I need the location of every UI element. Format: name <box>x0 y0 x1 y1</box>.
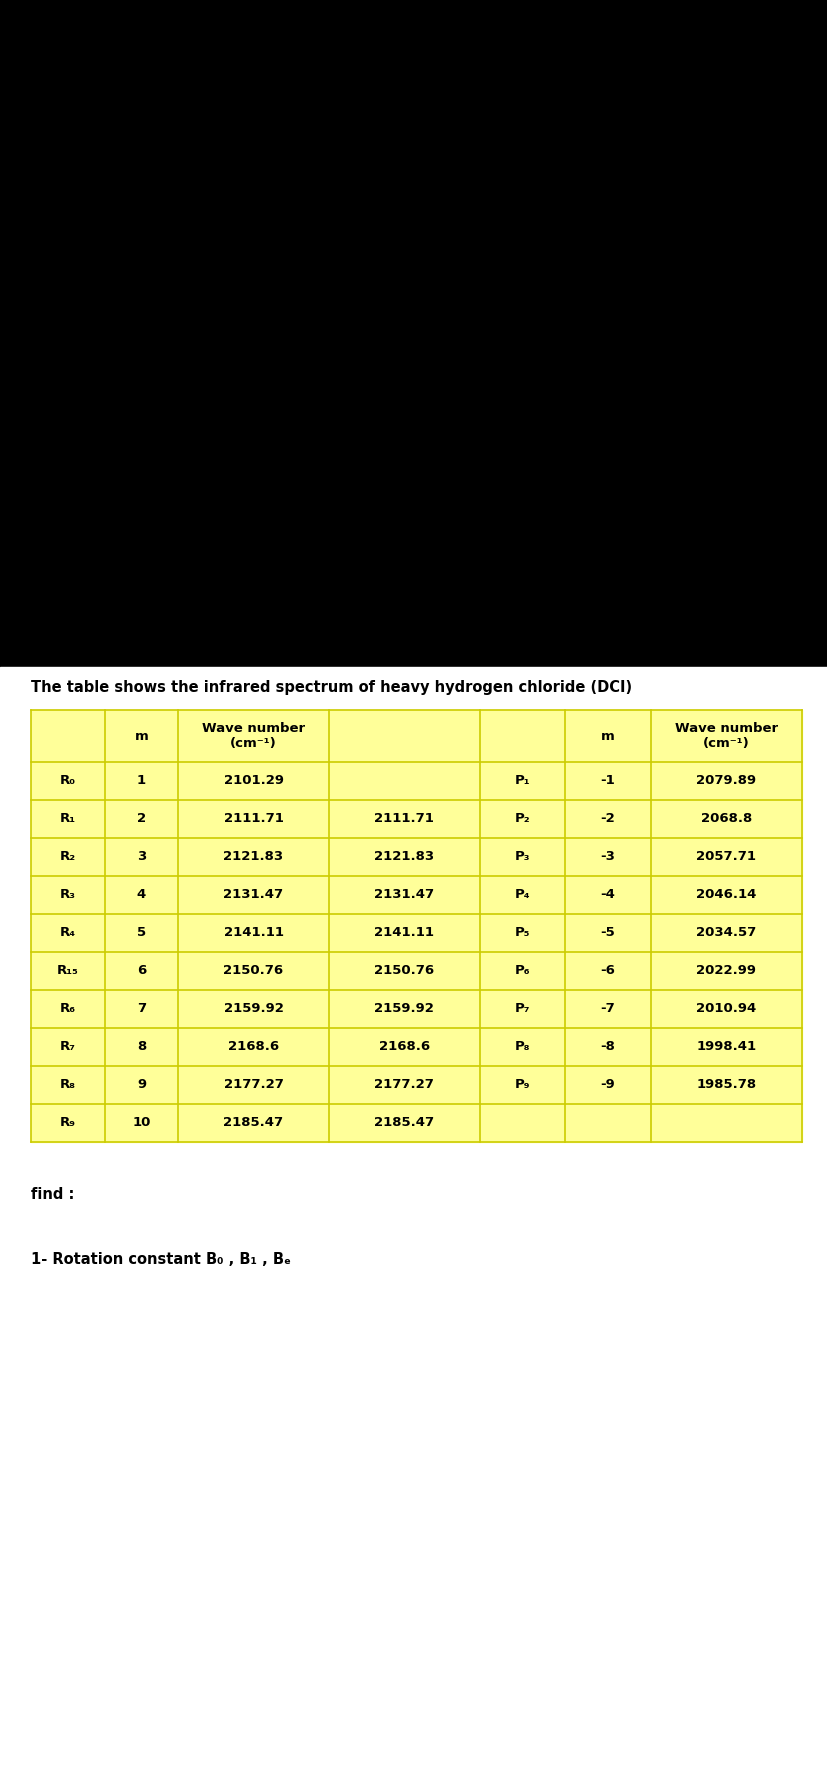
Text: 2022.99: 2022.99 <box>696 964 755 977</box>
Text: 2101.29: 2101.29 <box>223 774 283 787</box>
Text: 6: 6 <box>136 964 146 977</box>
Text: Wave number
(cm⁻¹): Wave number (cm⁻¹) <box>674 722 777 751</box>
Text: P₄: P₄ <box>514 889 529 901</box>
Text: P₅: P₅ <box>514 926 529 939</box>
Text: 2185.47: 2185.47 <box>374 1116 434 1129</box>
Text: m: m <box>600 729 614 742</box>
Text: R₀: R₀ <box>60 774 76 787</box>
Text: 2034.57: 2034.57 <box>696 926 755 939</box>
Text: 3: 3 <box>136 851 146 864</box>
Text: 8: 8 <box>136 1041 146 1054</box>
Text: 2010.94: 2010.94 <box>696 1002 755 1016</box>
Text: P₈: P₈ <box>514 1041 529 1054</box>
Text: 5: 5 <box>136 926 146 939</box>
Text: 2150.76: 2150.76 <box>374 964 434 977</box>
Text: R₈: R₈ <box>60 1079 76 1091</box>
Text: R₁₅: R₁₅ <box>57 964 79 977</box>
Text: 2168.6: 2168.6 <box>227 1041 279 1054</box>
Text: R₄: R₄ <box>60 926 76 939</box>
Text: -4: -4 <box>600 889 614 901</box>
Text: The table shows the infrared spectrum of heavy hydrogen chloride (DCI): The table shows the infrared spectrum of… <box>31 679 632 695</box>
Text: Wave number
(cm⁻¹): Wave number (cm⁻¹) <box>202 722 304 751</box>
Text: 7: 7 <box>136 1002 146 1016</box>
Text: P₆: P₆ <box>514 964 529 977</box>
Text: 1985.78: 1985.78 <box>696 1079 755 1091</box>
Text: R₂: R₂ <box>60 851 76 864</box>
Text: 2150.76: 2150.76 <box>223 964 283 977</box>
Text: 2185.47: 2185.47 <box>223 1116 283 1129</box>
Text: -2: -2 <box>600 812 614 826</box>
Text: 2177.27: 2177.27 <box>374 1079 433 1091</box>
Text: P₁: P₁ <box>514 774 529 787</box>
Text: R₆: R₆ <box>60 1002 76 1016</box>
Text: 9: 9 <box>136 1079 146 1091</box>
Text: m: m <box>135 729 148 742</box>
Text: -9: -9 <box>600 1079 614 1091</box>
Text: 2121.83: 2121.83 <box>223 851 283 864</box>
Text: P₂: P₂ <box>514 812 529 826</box>
Text: 2159.92: 2159.92 <box>374 1002 433 1016</box>
Text: 2131.47: 2131.47 <box>374 889 434 901</box>
Text: P₉: P₉ <box>514 1079 529 1091</box>
Text: 2141.11: 2141.11 <box>223 926 283 939</box>
Text: 2159.92: 2159.92 <box>223 1002 283 1016</box>
Text: 2: 2 <box>136 812 146 826</box>
Text: 1: 1 <box>136 774 146 787</box>
Text: -7: -7 <box>600 1002 614 1016</box>
Text: 2131.47: 2131.47 <box>223 889 283 901</box>
Text: 2121.83: 2121.83 <box>374 851 434 864</box>
Bar <box>31 710 801 1142</box>
Text: 2057.71: 2057.71 <box>696 851 755 864</box>
Text: 2168.6: 2168.6 <box>378 1041 429 1054</box>
Text: R₇: R₇ <box>60 1041 76 1054</box>
Text: 10: 10 <box>132 1116 151 1129</box>
Text: 2068.8: 2068.8 <box>700 812 751 826</box>
Text: 2111.71: 2111.71 <box>374 812 433 826</box>
Bar <box>0 667 827 1792</box>
Text: 2141.11: 2141.11 <box>374 926 433 939</box>
Text: 2111.71: 2111.71 <box>223 812 283 826</box>
Text: 4: 4 <box>136 889 146 901</box>
Text: find :: find : <box>31 1186 74 1202</box>
Text: P₃: P₃ <box>514 851 529 864</box>
Text: R₉: R₉ <box>60 1116 76 1129</box>
Text: R₃: R₃ <box>60 889 76 901</box>
Text: -1: -1 <box>600 774 614 787</box>
Text: 2046.14: 2046.14 <box>696 889 755 901</box>
Text: P₇: P₇ <box>514 1002 529 1016</box>
Text: 1- Rotation constant B₀ , B₁ , Bₑ: 1- Rotation constant B₀ , B₁ , Bₑ <box>31 1253 291 1267</box>
Text: R₁: R₁ <box>60 812 76 826</box>
Text: -5: -5 <box>600 926 614 939</box>
Text: -6: -6 <box>600 964 614 977</box>
Text: 1998.41: 1998.41 <box>696 1041 755 1054</box>
Text: 2177.27: 2177.27 <box>223 1079 283 1091</box>
Text: -8: -8 <box>600 1041 614 1054</box>
Bar <box>0 0 827 667</box>
Text: 2079.89: 2079.89 <box>696 774 755 787</box>
Text: -3: -3 <box>600 851 614 864</box>
